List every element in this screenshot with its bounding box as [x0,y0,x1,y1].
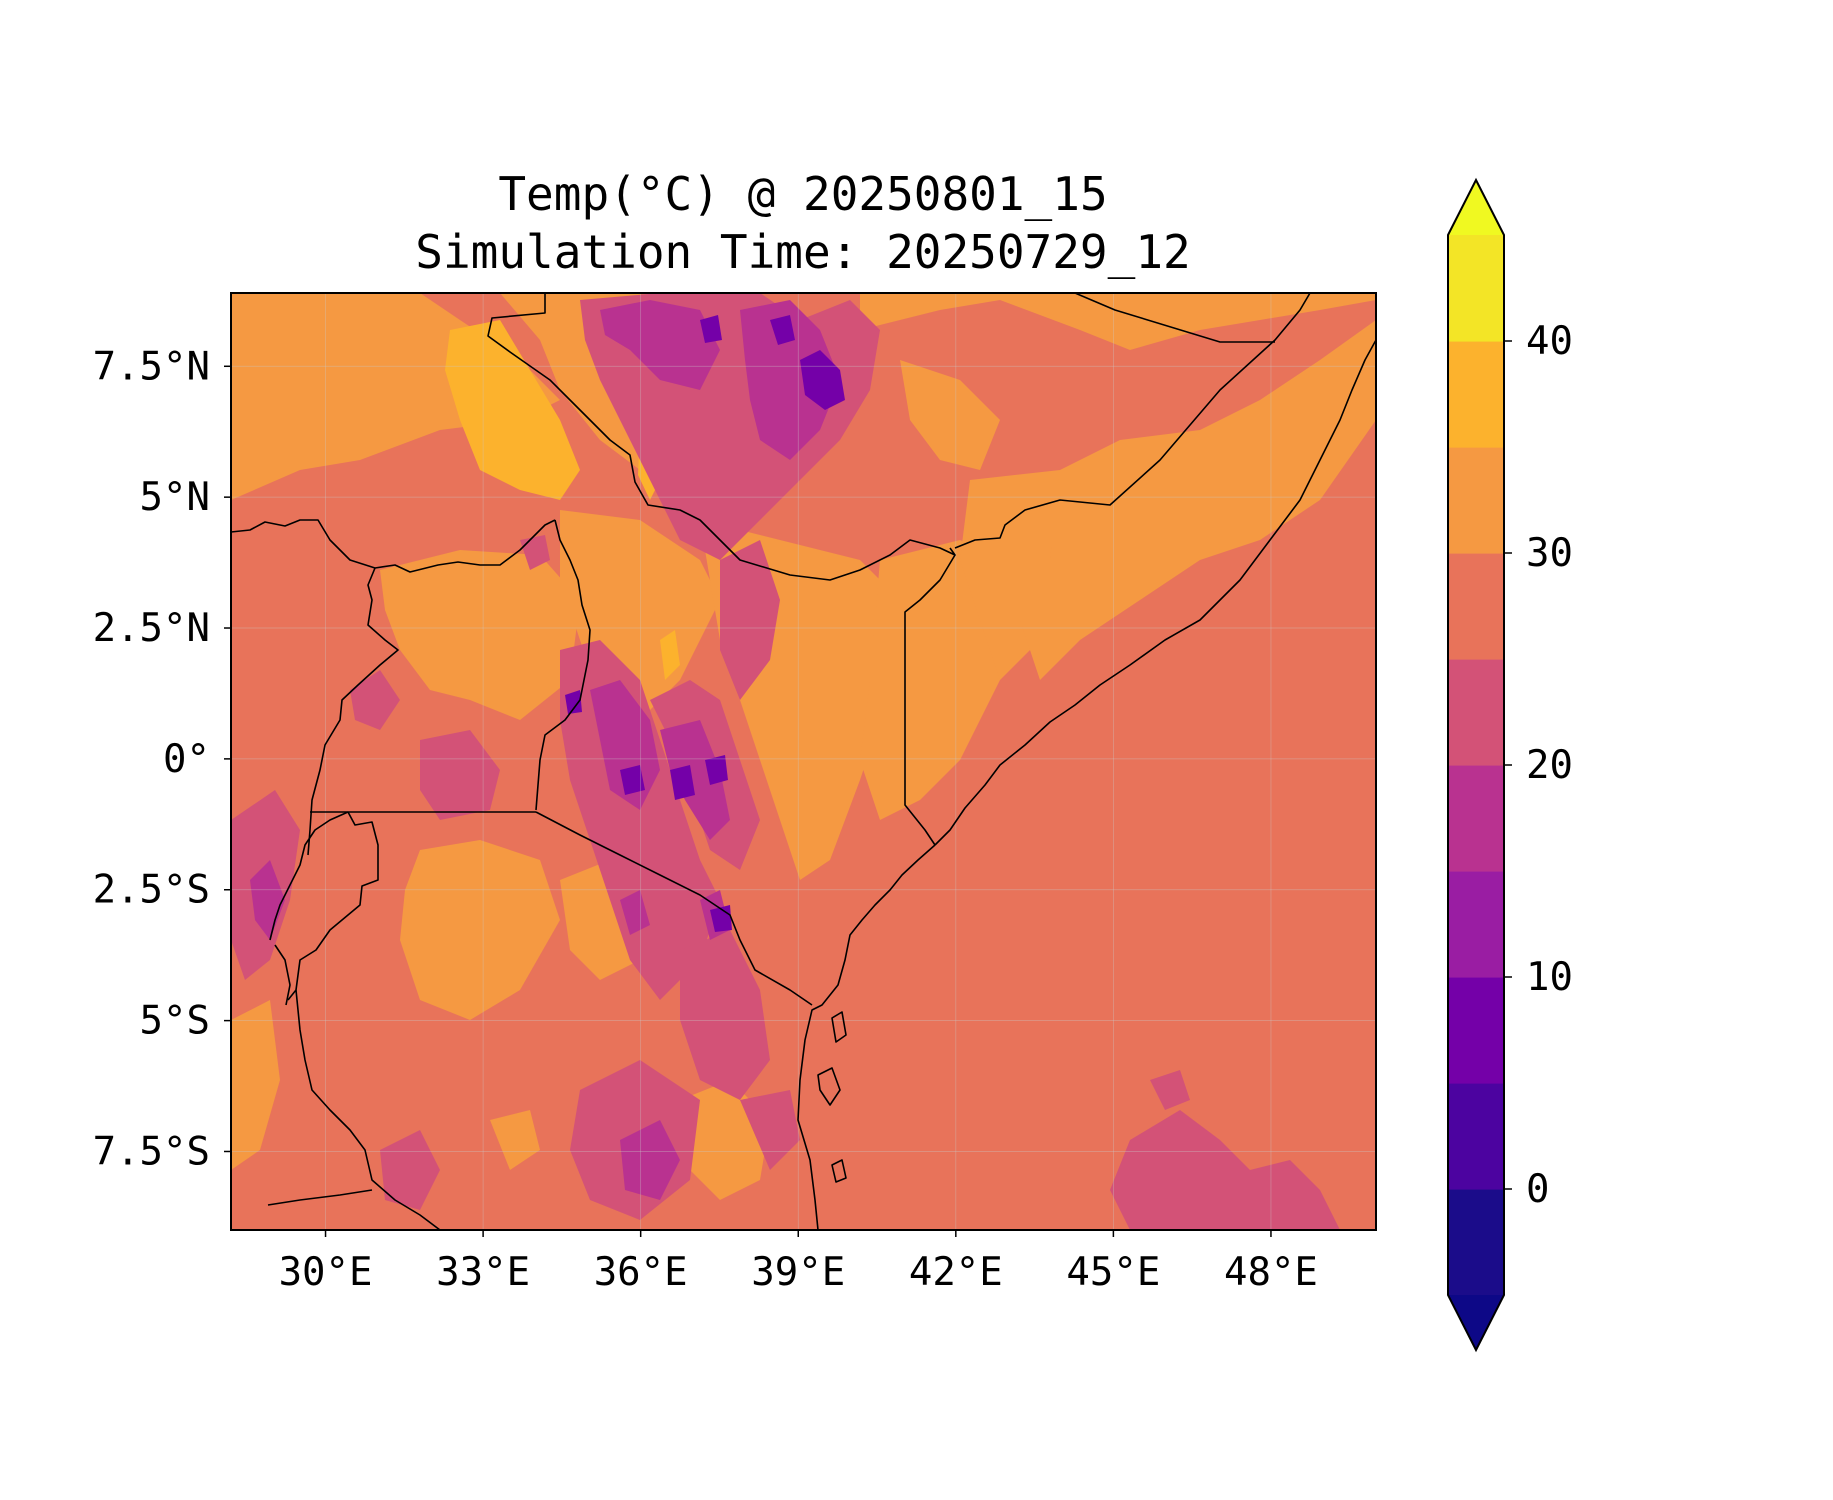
longitude-axis: 30°E 33°E 36°E 39°E 42°E 45°E 48°E [279,1230,1318,1295]
colorbar-segment [1448,871,1504,978]
colorbar-outline [1447,177,1505,1353]
lon-tick-label: 30°E [279,1250,373,1295]
lat-tick-label: 7.5°N [93,344,210,389]
border-kenya-somalia [904,554,956,846]
border-south-sudan-ethiopia-kenya [487,293,956,581]
colorbar-segment [1448,553,1504,660]
colorbar-segment [1448,1083,1504,1190]
temperature-band-15-20 [250,300,840,1200]
border-lake-tanganyika-east [274,944,291,1006]
temperature-band-30-35 [231,293,1376,1200]
lat-tick-label: 5°N [140,475,210,520]
lat-tick-label: 7.5°S [93,1129,210,1174]
country-borders [231,293,1376,1230]
colorbar: 0 10 20 30 40 [1447,177,1573,1353]
island-zanzibar [817,1067,841,1106]
lat-tick-label: 5°S [140,999,210,1044]
colorbar-under-extension [1448,1295,1504,1350]
colorbar-tick-label: 10 [1526,955,1573,1000]
lon-tick-label: 45°E [1066,1250,1160,1295]
lat-tick-label: 2.5°S [93,868,210,913]
colorbar-segment [1448,447,1504,554]
colorbar-segment [1448,765,1504,872]
border-ethiopia-somalia [954,293,1311,549]
border-uganda-drc-west [307,567,399,856]
lon-tick-label: 48°E [1224,1250,1318,1295]
colorbar-segment [1448,659,1504,766]
border-zambia-tanzania [267,1189,373,1206]
island-pemba [831,1011,847,1043]
border-south-sudan-uganda [231,519,556,573]
island-mafia [831,1159,847,1183]
colorbar-tick-label: 30 [1526,531,1573,576]
lon-tick-label: 39°E [751,1250,845,1295]
colorbar-over-extension [1448,180,1504,235]
lat-tick-label: 2.5°N [93,606,210,651]
colorbar-tick-label: 40 [1526,319,1573,364]
lon-tick-label: 36°E [594,1250,688,1295]
colorbar-tick-label: 20 [1526,743,1573,788]
border-kenya-tanzania [535,811,813,1006]
map-frame [230,292,1377,1231]
map-title-line1: Temp(°C) @ 20250801_15 [498,167,1107,221]
coastline-kenya-tanzania [797,844,936,1230]
map-panel [231,293,1376,1230]
temperature-band-below-15 [565,315,845,932]
lat-tick-label: 0° [163,737,210,782]
border-uganda-kenya [535,519,591,811]
border-rwanda-drc [269,811,349,941]
border-ethiopia-djibouti-somaliland [1074,293,1275,343]
colorbar-segment [1448,1189,1504,1296]
latitude-axis: 7.5°N 5°N 2.5°N 0° 2.5°S 5°S 7.5°S [93,344,231,1174]
colorbar-segment [1448,977,1504,1084]
map-title-line2: Simulation Time: 20250729_12 [415,225,1190,279]
lon-tick-label: 33°E [436,1250,530,1295]
lon-tick-label: 42°E [909,1250,1003,1295]
border-rwanda-burundi [287,811,379,1001]
colorbar-tick-label: 0 [1526,1167,1549,1212]
colorbar-segment [1448,235,1504,342]
border-burundi-tanzania-lake [295,989,441,1230]
coastline-east-africa [934,339,1376,846]
colorbar-segment [1448,341,1504,448]
